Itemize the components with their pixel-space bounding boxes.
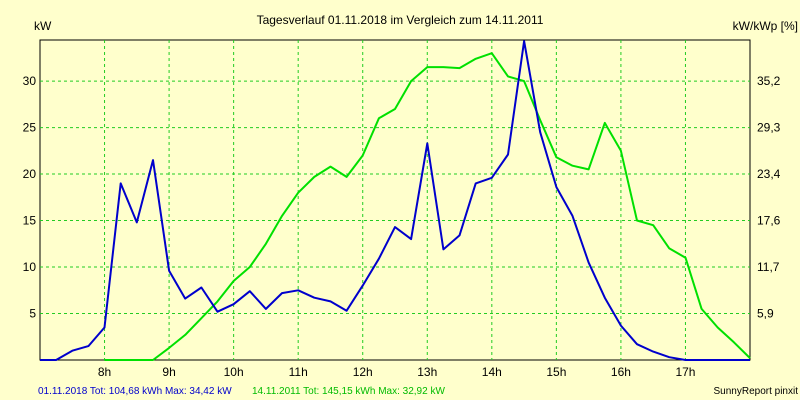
y-tick-label-left: 10 — [23, 260, 37, 274]
y-tick-label-left: 25 — [23, 121, 37, 135]
y-tick-label-right: 23,4 — [757, 167, 781, 181]
x-tick-label: 11h — [289, 365, 308, 379]
grid — [40, 40, 750, 360]
chart-title: Tagesverlauf 01.11.2018 im Vergleich zum… — [257, 13, 544, 27]
y-tick-label-left: 20 — [23, 167, 37, 181]
legend-series-2: 14.11.2011 Tot: 145,15 kWh Max: 32,92 kW — [252, 386, 445, 397]
plot-area — [39, 39, 751, 361]
y-tick-label-right: 11,7 — [757, 260, 780, 274]
y-tick-label-right: 17,6 — [757, 214, 781, 228]
x-tick-label: 17h — [675, 365, 695, 379]
x-tick-label: 8h — [98, 365, 111, 379]
y-tick-label-left: 5 — [29, 307, 36, 321]
series-layer — [40, 40, 751, 361]
credit-text: SunnyReport pinxit — [714, 386, 799, 397]
y-tick-label-left: 15 — [23, 214, 37, 228]
y-axis-label-right: kW/kWp [%] — [733, 19, 798, 33]
legend-series-1: 01.11.2018 Tot: 104,68 kWh Max: 34,42 kW — [38, 386, 232, 397]
x-tick-label: 15h — [546, 365, 566, 379]
series-line-2 — [104, 52, 751, 361]
y-tick-label-right: 29,3 — [757, 121, 781, 135]
x-tick-label: 16h — [611, 365, 631, 379]
y-axis-label-left: kW — [34, 19, 52, 33]
series-line-1 — [40, 40, 750, 361]
y-tick-label-right: 35,2 — [757, 74, 781, 88]
x-tick-label: 10h — [224, 365, 244, 379]
x-tick-label: 12h — [353, 365, 373, 379]
tick-layer: 8h 9h 10h 11h 12h 13h 14h 15h 16h 17h 5 5,9 10 11,7 15… — [23, 74, 781, 379]
x-tick-label: 14h — [482, 365, 502, 379]
x-tick-label: 13h — [417, 365, 437, 379]
y-tick-label-left: 30 — [23, 74, 37, 88]
x-tick-label: 9h — [162, 365, 175, 379]
y-tick-label-right: 5,9 — [757, 307, 774, 321]
